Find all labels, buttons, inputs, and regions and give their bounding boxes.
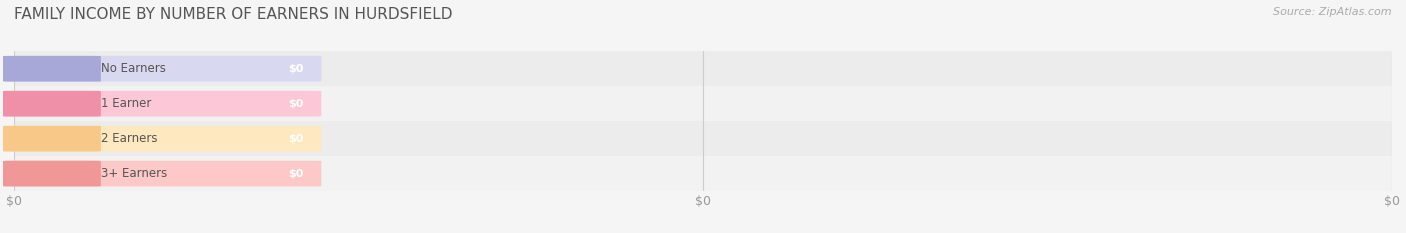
Bar <box>14 121 1392 156</box>
Text: Source: ZipAtlas.com: Source: ZipAtlas.com <box>1274 7 1392 17</box>
FancyBboxPatch shape <box>3 91 101 116</box>
Text: 2 Earners: 2 Earners <box>101 132 157 145</box>
FancyBboxPatch shape <box>3 56 101 82</box>
Text: $0: $0 <box>288 64 304 74</box>
Text: $0: $0 <box>288 134 304 144</box>
Text: FAMILY INCOME BY NUMBER OF EARNERS IN HURDSFIELD: FAMILY INCOME BY NUMBER OF EARNERS IN HU… <box>14 7 453 22</box>
Text: 3+ Earners: 3+ Earners <box>101 167 167 180</box>
FancyBboxPatch shape <box>3 56 322 82</box>
FancyBboxPatch shape <box>3 126 101 151</box>
Text: $0: $0 <box>288 99 304 109</box>
Text: No Earners: No Earners <box>101 62 166 75</box>
Bar <box>14 86 1392 121</box>
Bar <box>14 156 1392 191</box>
Text: $0: $0 <box>288 169 304 178</box>
FancyBboxPatch shape <box>3 161 322 186</box>
FancyBboxPatch shape <box>3 126 322 151</box>
Text: 1 Earner: 1 Earner <box>101 97 152 110</box>
FancyBboxPatch shape <box>3 91 322 116</box>
FancyBboxPatch shape <box>3 161 101 186</box>
Bar <box>14 51 1392 86</box>
